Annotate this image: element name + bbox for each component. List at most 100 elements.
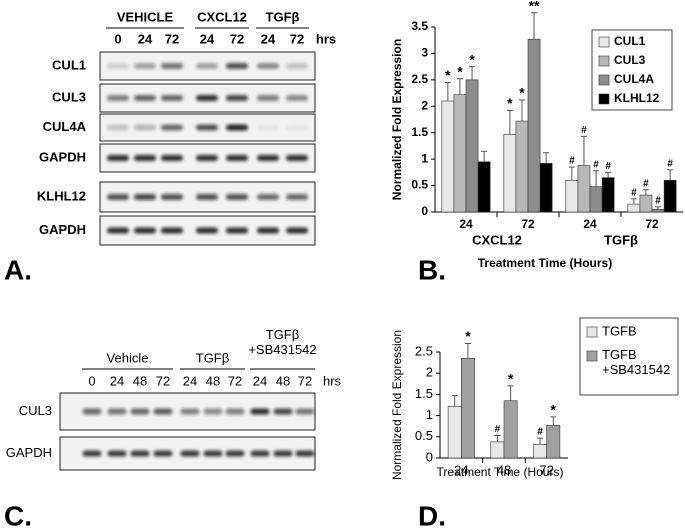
bar <box>589 186 603 213</box>
x-tick-label: 24 <box>454 462 468 477</box>
lane-label: 72 <box>156 373 170 388</box>
y-tick-label: 1.5 <box>415 386 433 401</box>
lane-label: 24 <box>138 31 153 46</box>
blot-band <box>273 450 293 457</box>
blot-band <box>295 450 315 457</box>
legend-label: KLHL12 <box>614 91 660 105</box>
significance-mark: * <box>445 67 451 83</box>
bar <box>477 161 491 213</box>
significance-mark: # <box>631 187 637 198</box>
significance-mark: * <box>457 64 463 80</box>
blot-band <box>196 227 218 234</box>
significance-mark: # <box>605 161 611 172</box>
blot-band <box>250 450 270 457</box>
blot-band <box>161 95 183 101</box>
column-label: TGFβ <box>266 9 300 24</box>
column-label: VEHICLE <box>117 9 174 24</box>
blot-band <box>286 95 308 101</box>
blot-band <box>107 450 127 457</box>
lane-label: 72 <box>165 31 179 46</box>
bar <box>565 179 579 213</box>
blot-band <box>153 450 173 457</box>
lane-label: 24 <box>183 373 197 388</box>
legend-label-line: +SB431542 <box>602 362 670 377</box>
x-axis-label: Treatment Time (Hours) <box>478 256 612 270</box>
significance-mark: ** <box>529 0 540 13</box>
unit-label: hrs <box>323 373 342 388</box>
blot-band <box>196 124 218 131</box>
blot-band <box>107 155 129 161</box>
blot-band <box>107 124 129 131</box>
blot-band <box>107 194 129 200</box>
bar <box>503 134 517 213</box>
blot-band <box>203 450 223 457</box>
blot-band <box>134 63 156 69</box>
blot-band <box>225 408 245 415</box>
error-bar <box>605 171 612 178</box>
blot-band <box>203 408 223 415</box>
column-label: CXCL12 <box>197 9 247 24</box>
x-tick-label: 72 <box>539 462 553 477</box>
significance-mark: # <box>667 158 673 169</box>
y-axis-label: Normalized Fold Expression <box>390 330 404 480</box>
blot-band <box>286 227 308 234</box>
blot-band <box>226 155 248 161</box>
lane-label: 48 <box>276 373 290 388</box>
y-tick-label: 1 <box>421 151 428 165</box>
x-tick-label: 72 <box>521 217 535 231</box>
blot-band <box>180 408 200 415</box>
error-bar <box>568 166 575 181</box>
column-label: Vehicle <box>107 350 149 365</box>
error-bar <box>451 395 458 407</box>
bar <box>453 94 467 213</box>
error-bar <box>630 198 637 205</box>
blot-band <box>161 63 183 69</box>
lane-label: 24 <box>110 373 124 388</box>
error-bar <box>494 435 501 442</box>
lane-label: 48 <box>206 373 220 388</box>
blot-band <box>196 194 218 200</box>
y-tick-label: 3.5 <box>411 19 428 33</box>
blot-band <box>196 95 218 101</box>
row-label: CUL3 <box>19 403 52 418</box>
error-bar <box>464 343 471 359</box>
lane-label: 24 <box>200 31 215 46</box>
blot-band <box>257 194 279 200</box>
blot-band <box>107 95 129 101</box>
legend-swatch <box>586 326 598 338</box>
blot-band <box>286 155 308 161</box>
bar <box>577 165 591 213</box>
panel-label: A. <box>4 254 32 285</box>
error-bar <box>518 99 525 122</box>
significance-mark: * <box>465 328 471 344</box>
blot-band <box>161 155 183 161</box>
error-bar <box>481 150 488 162</box>
error-bar <box>456 78 463 95</box>
error-bar <box>507 385 514 401</box>
lane-label: 72 <box>230 31 244 46</box>
blot-band <box>82 408 102 415</box>
blot-band <box>196 63 218 69</box>
y-tick-label: 0.5 <box>415 428 433 443</box>
bar <box>533 444 547 459</box>
legend-swatch <box>598 93 610 105</box>
blot-band <box>273 408 293 415</box>
lane-label: 72 <box>298 373 312 388</box>
y-tick-label: 0 <box>426 449 433 464</box>
bar <box>461 358 475 459</box>
blot-band <box>134 124 156 131</box>
y-axis-label: Normalized Fold Expression <box>390 39 404 200</box>
blot-band <box>134 95 156 101</box>
blot-band <box>226 63 248 69</box>
error-bar <box>444 82 451 101</box>
y-tick-label: 2.5 <box>411 72 428 86</box>
group-label: CXCL12 <box>472 232 522 247</box>
legend-label: CUL1 <box>614 34 646 48</box>
y-tick-label: 2 <box>426 365 433 380</box>
significance-mark: # <box>593 159 599 170</box>
group-label: TGFβ <box>604 232 638 247</box>
blot-band <box>286 194 308 200</box>
lane-label: 24 <box>261 31 276 46</box>
significance-mark: # <box>581 125 587 136</box>
row-label: CUL1 <box>52 57 86 72</box>
